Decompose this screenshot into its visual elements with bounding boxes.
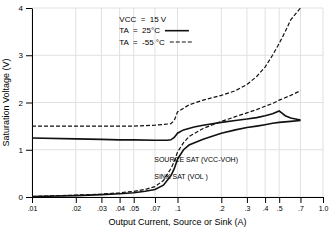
x-tick-mark: [300, 197, 301, 203]
grid-line-y: [32, 55, 323, 56]
x-tick: .3: [244, 197, 250, 212]
y-tick-label: 1: [19, 146, 24, 155]
chart: .01 .02 .03 .04 .05 .07 .1 .2 .3 .4 .5 .7 1.0 0 1 2 3 4 VC…: [0, 0, 333, 229]
x-tick-label: .2: [219, 205, 225, 212]
x-tick-mark: [134, 197, 135, 203]
y-tick: 4: [19, 4, 32, 13]
x-tick: .02: [71, 197, 81, 212]
x-tick-label: .7: [298, 205, 304, 212]
y-tick-label: 4: [19, 4, 24, 13]
x-axis-title: Output Current, Source or Sink (A): [108, 217, 246, 227]
x-tick-mark: [323, 197, 324, 203]
x-tick-label: .4: [263, 205, 269, 212]
y-tick: 1: [19, 146, 32, 155]
x-tick: 1.0: [319, 197, 329, 212]
y-tick-mark: [26, 150, 32, 151]
x-tick-label: .05: [129, 205, 139, 212]
x-axis: .01 .02 .03 .04 .05 .07 .1 .2 .3 .4 .5 .7 1.0: [28, 197, 329, 212]
series-line: [32, 91, 300, 197]
x-tick: .5: [277, 197, 283, 212]
x-tick-mark: [32, 197, 33, 203]
x-tick-mark: [76, 197, 77, 203]
y-axis-line: [32, 9, 33, 198]
x-tick-label: .03: [97, 205, 107, 212]
annotations: VCC = 15 V TA = 25°C TA = -55 °C SOURCE SAT…: [119, 15, 238, 181]
y-tick-mark: [26, 55, 32, 56]
legend-sample: [165, 30, 189, 32]
x-tick-label: .02: [71, 205, 81, 212]
y-tick: 0: [19, 193, 32, 202]
x-tick: .7: [298, 197, 304, 212]
grid-line-y: [32, 149, 323, 150]
grid-line-y: [32, 8, 323, 9]
y-tick-label: 2: [19, 99, 24, 108]
series-line: [32, 120, 300, 196]
grid-line-y: [32, 102, 323, 103]
x-tick: .01: [28, 197, 38, 212]
annotation: SINK SAT (VOL ): [154, 173, 208, 181]
x-tick-label: .04: [115, 205, 125, 212]
x-tick-label: .5: [277, 205, 283, 212]
y-tick: 3: [19, 51, 32, 60]
y-axis-title: Saturation Voltage (V): [1, 58, 11, 146]
x-tick-mark: [155, 197, 156, 203]
y-tick-mark: [26, 197, 32, 198]
grid: [32, 8, 323, 197]
x-tick-mark: [120, 197, 121, 203]
x-tick: .1: [175, 197, 181, 212]
plot: .01 .02 .03 .04 .05 .07 .1 .2 .3 .4 .5 .7 1.0 0 1 2 3 4 VC…: [19, 4, 329, 212]
x-tick-label: .01: [28, 205, 38, 212]
x-tick-mark: [221, 197, 222, 203]
y-tick-label: 3: [19, 51, 24, 60]
annotation: VCC = 15 V: [119, 15, 167, 24]
y-axis: 0 1 2 3 4: [19, 4, 33, 202]
x-tick-mark: [247, 197, 248, 203]
x-tick-label: 1.0: [319, 205, 329, 212]
legend-label: TA = -55 °C: [119, 38, 165, 47]
x-tick-mark: [101, 197, 102, 203]
x-tick: .07: [151, 197, 161, 212]
x-tick-label: .3: [244, 205, 250, 212]
y-tick-mark: [26, 8, 32, 9]
y-tick-mark: [26, 103, 32, 104]
legend-sample: [170, 41, 194, 42]
x-tick-label: .07: [151, 205, 161, 212]
x-tick-mark: [178, 197, 179, 203]
x-tick: .05: [129, 197, 139, 212]
series-group: [32, 8, 300, 197]
series-line: [32, 8, 300, 126]
x-tick: .2: [219, 197, 225, 212]
x-tick: .03: [97, 197, 107, 212]
legend-label: TA = 25°C: [119, 26, 160, 35]
x-tick: .4: [263, 197, 269, 212]
y-tick: 2: [19, 99, 32, 108]
x-tick-mark: [265, 197, 266, 203]
x-tick: .04: [115, 197, 125, 212]
y-tick-label: 0: [19, 193, 24, 202]
x-tick-label: .1: [175, 205, 181, 212]
x-tick-mark: [279, 197, 280, 203]
annotation: SOURCE SAT (VCC-VOH): [154, 156, 238, 164]
